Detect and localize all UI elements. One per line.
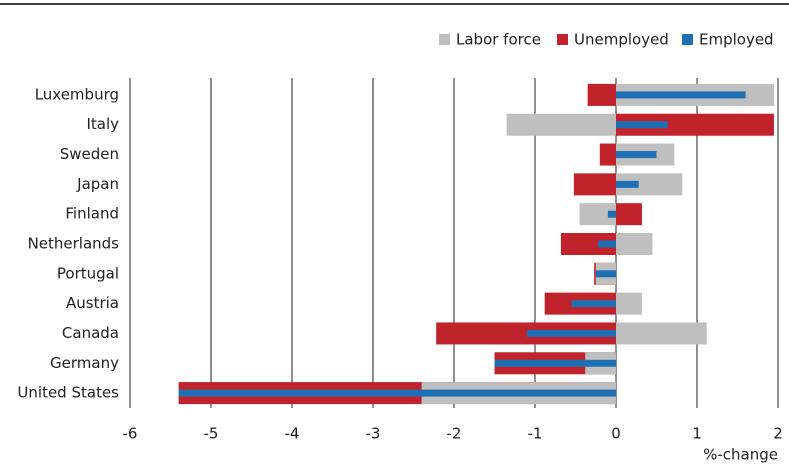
x-tick-label: -6	[123, 425, 138, 443]
bar	[616, 180, 639, 188]
y-tick-label: Netherlands	[28, 235, 120, 253]
y-tick-label: Austria	[66, 294, 119, 312]
y-tick-label: Canada	[62, 324, 119, 342]
bar	[571, 300, 616, 308]
bar	[616, 203, 642, 226]
x-tick-label: -1	[528, 425, 543, 443]
legend-swatch	[557, 34, 568, 45]
bar	[607, 210, 616, 218]
y-tick-label: Luxemburg	[35, 85, 119, 103]
x-tick-label: -4	[285, 425, 300, 443]
bar	[579, 203, 616, 226]
y-tick-label: United States	[17, 384, 119, 402]
bar	[616, 121, 668, 129]
x-axis-label: %-change	[703, 446, 778, 464]
bar	[616, 233, 653, 255]
y-tick-label: Portugal	[57, 264, 119, 282]
x-tick-label: 1	[692, 425, 702, 443]
bar	[616, 173, 683, 196]
legend-label: Labor force	[456, 31, 541, 49]
x-tick-label: -2	[447, 425, 462, 443]
bar	[616, 151, 657, 159]
x-tick-label: -3	[366, 425, 381, 443]
x-tick-label: 0	[611, 425, 621, 443]
legend-label: Unemployed	[574, 31, 669, 49]
bar	[616, 322, 707, 345]
legend-label: Employed	[699, 31, 774, 49]
bar	[616, 91, 746, 99]
bar	[560, 233, 616, 255]
y-tick-label: Finland	[65, 205, 119, 223]
bar	[616, 292, 642, 315]
y-tick-label: Germany	[50, 354, 119, 372]
bar	[526, 329, 616, 337]
y-tick-label: Sweden	[60, 145, 119, 163]
legend-swatch	[682, 34, 693, 45]
y-tick-label: Italy	[86, 115, 119, 133]
bar	[573, 173, 616, 196]
bar	[616, 113, 774, 136]
bar	[494, 359, 616, 367]
x-tick-label: -5	[204, 425, 219, 443]
bar	[506, 113, 616, 136]
y-tick-label: Japan	[76, 175, 119, 193]
bar	[598, 240, 616, 248]
x-tick-label: 2	[773, 425, 783, 443]
bar	[595, 270, 616, 278]
bar	[599, 143, 616, 166]
bar	[436, 322, 616, 345]
bar	[587, 83, 616, 106]
legend-swatch	[439, 34, 450, 45]
bar	[178, 389, 616, 397]
